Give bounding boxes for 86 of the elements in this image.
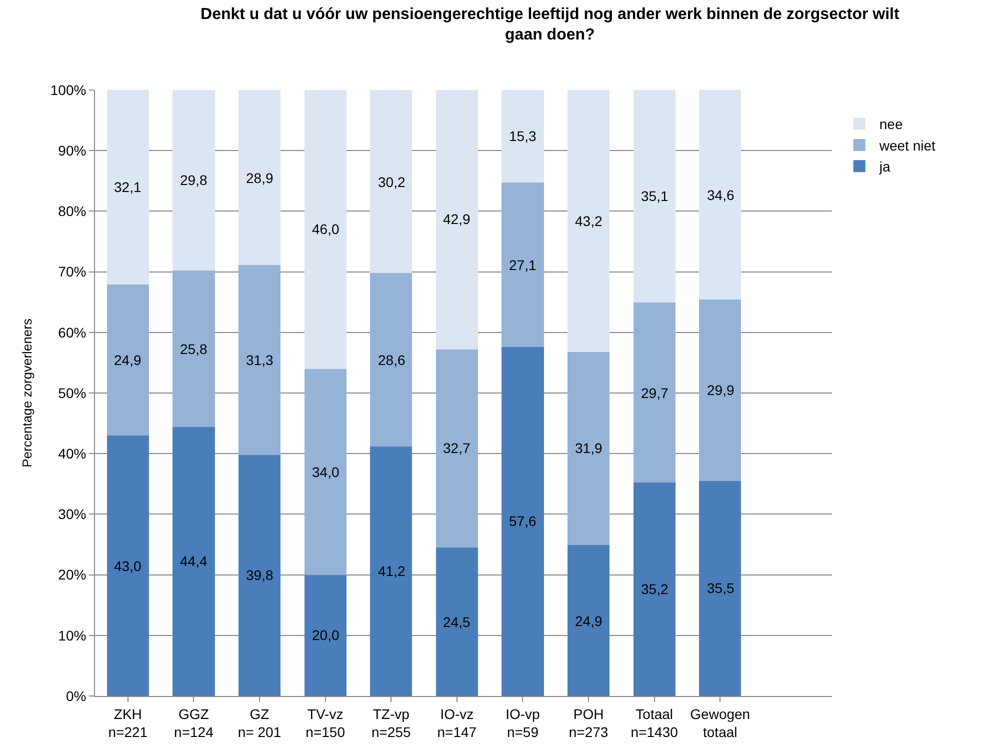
chart-title: Denkt u dat u vóór uw pensioengerechtige leeftijd nog ander werk binnen de zorgsector wilt gaan doen? bbox=[200, 6, 900, 44]
bar bbox=[502, 182, 544, 347]
bar bbox=[633, 482, 676, 696]
data-label: 44,4 bbox=[180, 553, 208, 569]
bar bbox=[304, 368, 346, 575]
data-label: 28,6 bbox=[378, 352, 406, 368]
data-label: 42,9 bbox=[443, 211, 470, 227]
y-tick-label: 60% bbox=[58, 324, 86, 340]
bar bbox=[436, 349, 478, 548]
data-label: 35,5 bbox=[707, 580, 734, 596]
data-label: 39,8 bbox=[246, 567, 274, 583]
y-tick-label: 40% bbox=[58, 446, 86, 462]
bar bbox=[502, 346, 544, 696]
x-tick-label: Gewogen totaal bbox=[690, 706, 750, 740]
y-tick-label: 80% bbox=[58, 203, 86, 220]
bar bbox=[567, 90, 610, 352]
bar bbox=[238, 90, 281, 266]
bar bbox=[633, 302, 676, 483]
data-label: 34,0 bbox=[312, 464, 340, 480]
bar bbox=[304, 574, 346, 696]
y-tick-label: 0% bbox=[66, 688, 86, 704]
bar bbox=[238, 454, 281, 696]
bar bbox=[633, 90, 676, 303]
bar bbox=[304, 90, 346, 369]
x-tick-label: GZ n= 201 bbox=[238, 706, 282, 740]
data-label: 34,6 bbox=[707, 187, 734, 203]
bar bbox=[502, 90, 544, 183]
data-label: 35,2 bbox=[641, 581, 668, 597]
x-tick-label: GGZ n=124 bbox=[174, 706, 214, 740]
data-label: 31,3 bbox=[246, 352, 274, 368]
bar bbox=[106, 90, 149, 285]
bar bbox=[106, 435, 149, 696]
y-tick-label: 10% bbox=[58, 627, 86, 644]
data-label: 43,0 bbox=[114, 558, 142, 574]
x-tick-label: Totaal n=1430 bbox=[630, 706, 678, 740]
bar bbox=[699, 480, 742, 696]
data-label: 29,8 bbox=[180, 172, 208, 188]
data-label: 25,8 bbox=[180, 341, 208, 357]
bar bbox=[172, 90, 215, 271]
legend-label: nee bbox=[879, 116, 903, 132]
data-label: 15,3 bbox=[509, 128, 536, 144]
data-label: 31,9 bbox=[575, 440, 602, 456]
data-label: 46,0 bbox=[312, 221, 340, 237]
data-label: 41,2 bbox=[378, 563, 406, 579]
bar bbox=[436, 90, 478, 350]
data-label: 35,1 bbox=[641, 188, 668, 204]
y-tick-label: 50% bbox=[58, 384, 86, 401]
data-label: 32,1 bbox=[114, 179, 142, 195]
x-tick-label: IO-vz n=147 bbox=[437, 706, 477, 740]
data-label: 29,7 bbox=[641, 385, 668, 401]
data-label: 20,0 bbox=[312, 627, 340, 643]
y-tick-label: 100% bbox=[50, 82, 86, 98]
bar bbox=[106, 284, 149, 436]
legend-label: ja bbox=[878, 158, 890, 175]
legend-label: weet niet bbox=[878, 137, 936, 154]
y-axis-title: Percentage zorgverleners bbox=[19, 318, 34, 468]
bar bbox=[699, 300, 742, 481]
y-tick-label: 70% bbox=[58, 264, 86, 280]
bar bbox=[436, 548, 478, 696]
y-tick-label: 30% bbox=[58, 506, 86, 522]
x-tick-label: POH n=273 bbox=[568, 706, 608, 740]
bar bbox=[567, 545, 610, 696]
data-label: 32,7 bbox=[443, 440, 470, 456]
data-label: 24,9 bbox=[575, 613, 602, 629]
data-label: 30,2 bbox=[378, 174, 406, 190]
bar bbox=[699, 90, 742, 300]
data-label: 29,9 bbox=[707, 382, 734, 398]
x-tick-label: TZ-vp n=255 bbox=[371, 706, 411, 740]
x-tick-label: ZKH n=221 bbox=[108, 706, 148, 740]
bar bbox=[172, 426, 215, 696]
bar bbox=[238, 265, 281, 455]
data-label: 57,6 bbox=[509, 513, 536, 529]
x-tick-label: IO-vp n=59 bbox=[506, 706, 540, 740]
bar bbox=[370, 90, 412, 274]
data-label: 43,2 bbox=[575, 213, 602, 229]
data-label: 24,5 bbox=[443, 614, 470, 630]
y-tick-label: 90% bbox=[58, 142, 86, 158]
x-tick-label: TV-vz n=150 bbox=[306, 706, 346, 740]
bar bbox=[172, 270, 215, 427]
data-label: 28,9 bbox=[246, 170, 274, 186]
data-label: 24,9 bbox=[114, 352, 142, 368]
bar bbox=[370, 446, 412, 696]
data-label: 27,1 bbox=[509, 257, 536, 273]
bar bbox=[567, 352, 610, 546]
y-tick-label: 20% bbox=[58, 566, 86, 583]
bar bbox=[370, 273, 412, 446]
